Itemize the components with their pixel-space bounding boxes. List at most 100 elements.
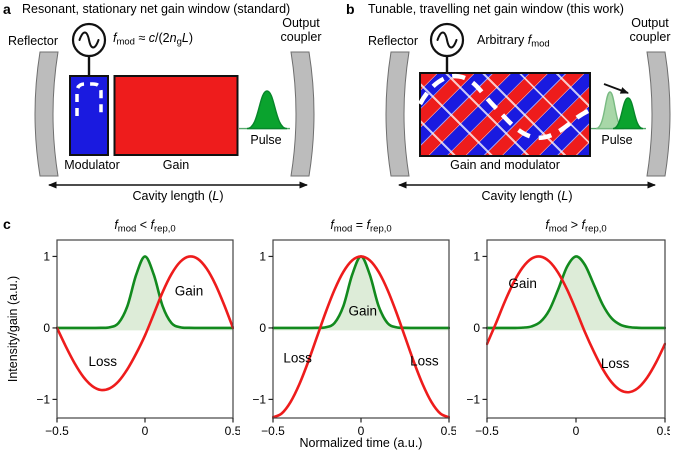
x-tick-label: −0.5 <box>261 424 285 438</box>
travelling-gain-window-dashes <box>418 73 592 141</box>
title-f2: f <box>366 218 371 232</box>
panel-c-label: c <box>3 216 11 232</box>
pulse-a <box>246 90 288 130</box>
arbitrary-text: Arbitrary <box>477 33 528 47</box>
panel-b-title: Tunable, travelling net gain window (thi… <box>368 2 624 16</box>
y-tick-label: 0 <box>259 321 266 335</box>
title-s2: rep,0 <box>154 223 176 235</box>
formula-open: /(2 <box>155 31 170 45</box>
title-f2: f <box>581 218 586 232</box>
formula-f-sub: mod <box>116 36 135 48</box>
curve <box>56 255 234 392</box>
x-tick-label: 0.5 <box>657 424 670 438</box>
y-tick-label: 1 <box>43 250 50 264</box>
y-tick-label: −1 <box>252 393 266 407</box>
y-tick-label: 0 <box>43 321 50 335</box>
output-coupler-label-a: Output coupler <box>280 16 322 44</box>
title-f1: f <box>330 218 334 232</box>
title-s1: mod <box>548 223 568 235</box>
plot-fmod-less: 1 0 −1 −0.5 0 0.5 Gain Loss <box>36 239 240 438</box>
pulse-motion-arrow <box>603 83 629 94</box>
y-tick-label: 1 <box>473 250 480 264</box>
title-op: = <box>352 218 367 232</box>
output-coupler-mirror-a <box>290 51 315 177</box>
x-tick-label: 0 <box>142 424 149 438</box>
y-tick-label: 1 <box>259 250 266 264</box>
cavity-text: Cavity length ( <box>132 189 213 203</box>
x-tick-label: 0 <box>358 424 365 438</box>
x-axis-label: Normalized time (a.u.) <box>299 436 423 450</box>
x-tick-label: 0.5 <box>441 424 456 438</box>
cavity-L: L <box>561 189 569 203</box>
pulse-fill <box>57 256 233 331</box>
cavity-close: ) <box>568 189 573 203</box>
curve-label: Gain <box>348 303 377 318</box>
cavity-text: Cavity length ( <box>481 189 562 203</box>
modulation-frequency-formula: fmod ≈ c/(2ngL) <box>113 31 193 48</box>
pulse-b <box>612 97 644 130</box>
pulse-fill <box>487 256 665 331</box>
title-s1: mod <box>117 223 137 235</box>
curve-label: Loss <box>601 356 630 371</box>
output-coupler-label-b: Output coupler <box>629 16 671 44</box>
plot-fmod-greater: 1 0 −1 −0.5 0 0.5 Gain Loss <box>466 239 670 438</box>
gain-and-modulator-border <box>419 72 591 157</box>
arbitrary-f-sub: mod <box>531 38 550 50</box>
cavity-length-label-b: Cavity length (L) <box>481 189 572 203</box>
reflector-mirror-a <box>34 51 59 177</box>
reflector-mirror-b <box>385 51 410 177</box>
reflector-label-b: Reflector <box>368 34 419 48</box>
title-s2: rep,0 <box>370 223 392 235</box>
y-tick-label: −1 <box>36 393 50 407</box>
plot-title-fmod-greater: fmod > frep,0 <box>545 218 607 235</box>
plot-title-fmod-equal: fmod = frep,0 <box>330 218 392 235</box>
arbitrary-f: f <box>527 33 532 47</box>
pulse-label-a: Pulse <box>250 133 282 147</box>
sine-wave-icon <box>436 31 458 49</box>
plot-title-fmod-less: fmod < frep,0 <box>114 218 176 235</box>
formula-L: L <box>181 31 189 45</box>
sine-wave-icon <box>78 31 100 49</box>
title-f1: f <box>545 218 549 232</box>
modulator-label: Modulator <box>64 158 120 172</box>
curve <box>486 255 666 394</box>
modulation-source-icon-b <box>429 22 465 73</box>
title-op: > <box>567 218 582 232</box>
reflector-label-a: Reflector <box>8 34 59 48</box>
formula-n: n <box>169 31 177 45</box>
x-tick-label: 0 <box>573 424 580 438</box>
pulse-label-b: Pulse <box>601 133 633 147</box>
curve <box>56 255 234 330</box>
x-tick-label: −0.5 <box>475 424 499 438</box>
panel-a-title: Resonant, stationary net gain window (st… <box>22 2 291 16</box>
formula-approx: ≈ <box>134 31 149 45</box>
curve-label: Gain <box>175 283 204 298</box>
curve-label: Gain <box>508 276 537 291</box>
panel-a-label: a <box>3 1 11 17</box>
plot-fmod-equal: 1 0 −1 −0.5 0 0.5 Gain Loss Loss <box>252 239 456 438</box>
formula-c: c <box>148 31 156 45</box>
curve <box>486 255 666 330</box>
curve <box>272 255 450 419</box>
arbitrary-fmod-label: Arbitrary fmod <box>477 33 550 50</box>
cavity-length-label-a: Cavity length (L) <box>132 189 223 203</box>
title-op: < <box>136 218 151 232</box>
modulation-source-icon-a <box>71 22 107 76</box>
y-tick-label: 0 <box>473 321 480 335</box>
y-axis-label: Intensity/gain (a.u.) <box>6 275 20 383</box>
cavity-close: ) <box>219 189 224 203</box>
x-tick-label: −0.5 <box>45 424 69 438</box>
pulse-fill <box>273 256 449 331</box>
title-s2: rep,0 <box>585 223 607 235</box>
gain-and-modulator-label: Gain and modulator <box>450 158 560 172</box>
curve-label: Loss <box>88 354 117 369</box>
title-f2: f <box>150 218 155 232</box>
curve-label: Loss <box>410 353 439 368</box>
y-tick-label: −1 <box>466 393 480 407</box>
cavity-L: L <box>212 189 220 203</box>
gain-box <box>113 75 239 156</box>
formula-f: f <box>113 31 117 45</box>
title-f1: f <box>114 218 118 232</box>
output-coupler-mirror-b <box>646 51 671 177</box>
